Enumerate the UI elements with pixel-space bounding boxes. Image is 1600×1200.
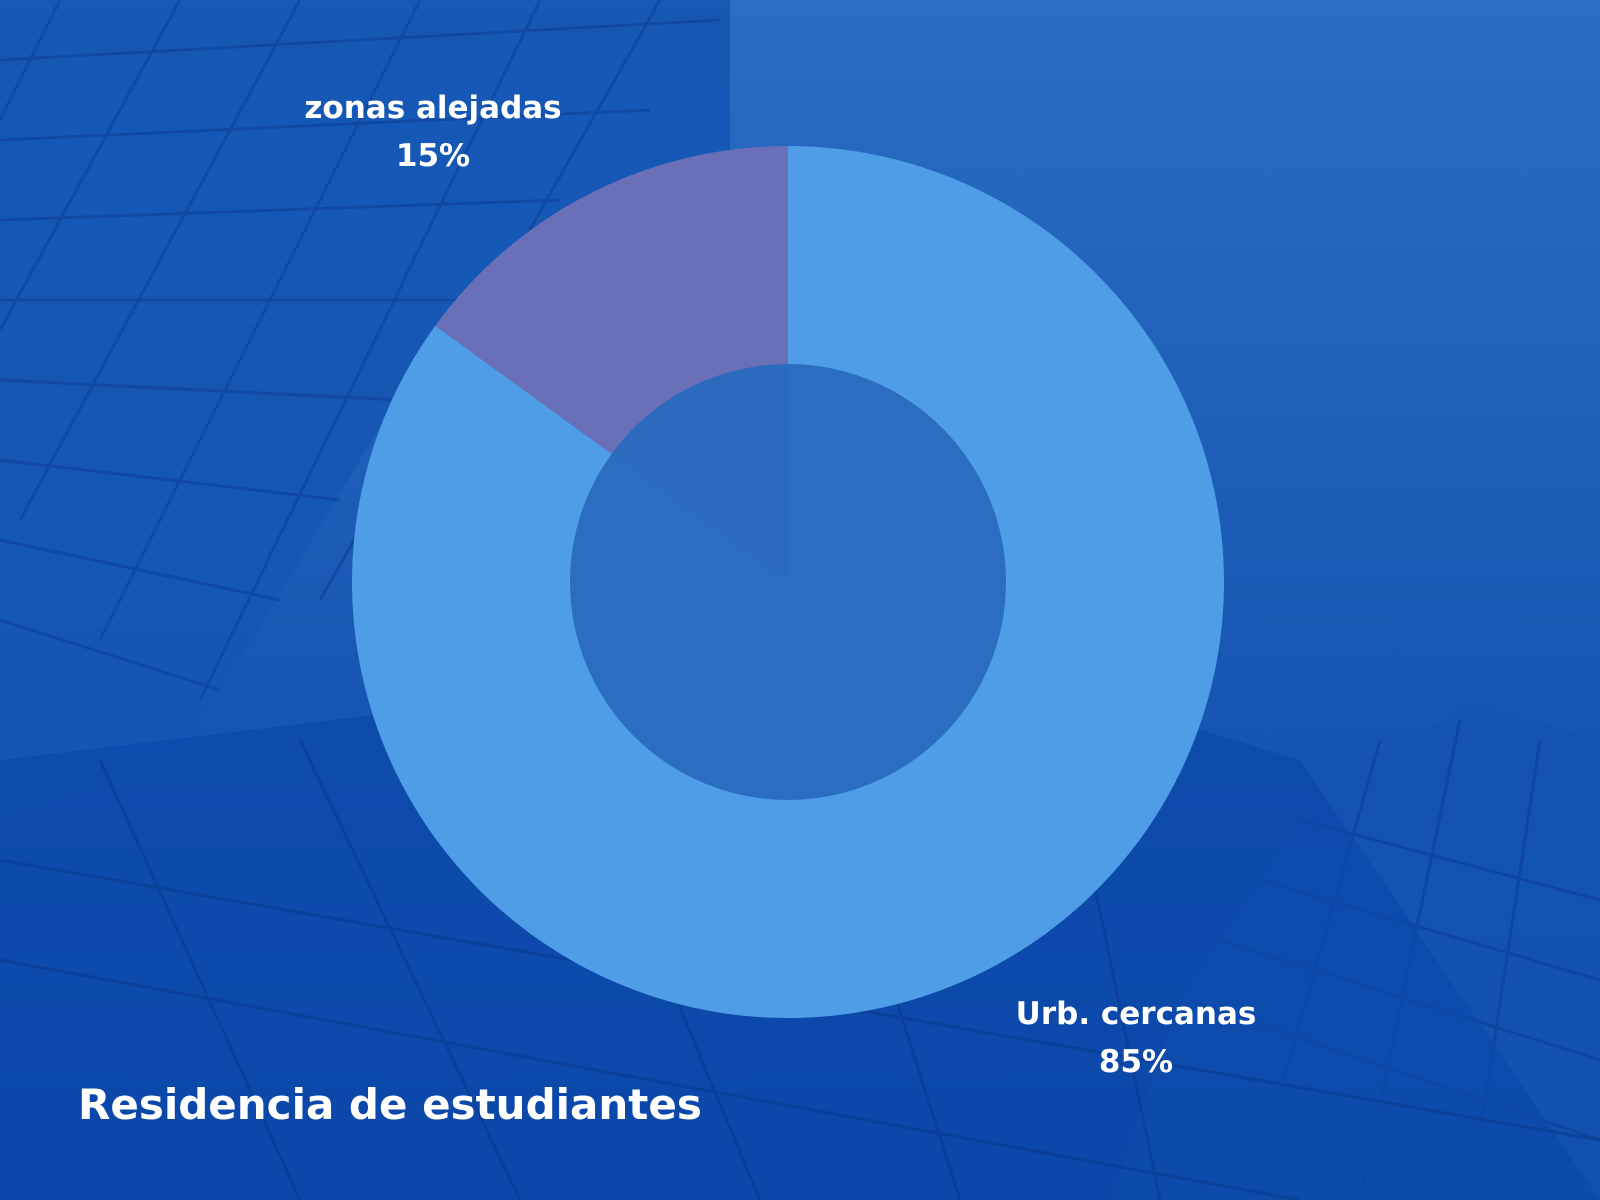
slice-percent-urb-cercanas: 85% (1098, 1044, 1174, 1080)
slice-label-zonas-alejadas: zonas alejadas 15% (283, 84, 583, 180)
chart-title: Residencia de estudiantes (78, 1080, 702, 1129)
slice-name-zonas-alejadas: zonas alejadas (304, 90, 562, 126)
slice-name-urb-cercanas: Urb. cercanas (1015, 996, 1257, 1032)
donut-hole (570, 364, 1006, 800)
slice-percent-zonas-alejadas: 15% (395, 138, 471, 174)
slice-label-urb-cercanas: Urb. cercanas 85% (986, 990, 1286, 1086)
